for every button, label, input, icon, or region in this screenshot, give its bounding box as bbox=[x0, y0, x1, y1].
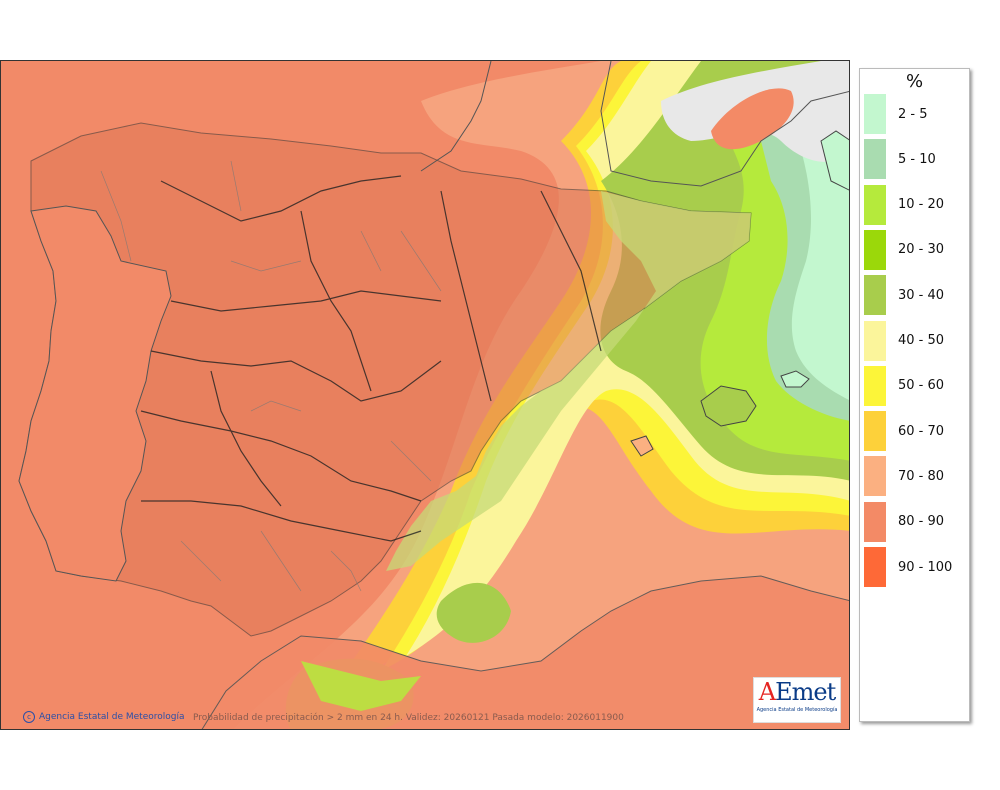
precipitation-probability-map[interactable]: c Agencia Estatal de Meteorología Probab… bbox=[0, 60, 850, 730]
legend-label: 90 - 100 bbox=[898, 559, 953, 575]
probability-band-30-40-south bbox=[436, 582, 511, 643]
legend-label: 5 - 10 bbox=[898, 151, 936, 167]
legend-item: 80 - 90 bbox=[864, 501, 945, 542]
legend-swatch bbox=[864, 184, 886, 225]
legend-label: 10 - 20 bbox=[898, 197, 945, 213]
legend-label: 2 - 5 bbox=[898, 106, 928, 122]
legend-swatch bbox=[864, 139, 886, 180]
legend-label: 70 - 80 bbox=[898, 468, 945, 484]
legend-item: 70 - 80 bbox=[864, 456, 945, 497]
legend-swatch bbox=[864, 501, 886, 542]
legend-item: 2 - 5 bbox=[864, 94, 928, 134]
legend-swatch bbox=[864, 411, 886, 452]
map-canvas bbox=[1, 61, 849, 729]
legend-item: 20 - 30 bbox=[864, 229, 945, 270]
credit-line: c Agencia Estatal de Meteorología bbox=[23, 711, 185, 723]
menorca bbox=[780, 370, 810, 388]
sardinia-corsica-edge bbox=[820, 130, 849, 191]
legend-swatch bbox=[864, 547, 886, 587]
legend-label: 30 - 40 bbox=[898, 287, 945, 303]
legend-label: 80 - 90 bbox=[898, 514, 945, 530]
legend-label: 20 - 30 bbox=[898, 242, 945, 258]
legend-label: 40 - 50 bbox=[898, 333, 945, 348]
portugal bbox=[18, 205, 172, 582]
logo-wordmark: AEmet bbox=[758, 678, 836, 706]
legend-swatch bbox=[864, 456, 886, 497]
region-borders bbox=[140, 175, 602, 542]
logo-subtitle: Agencia Estatal de Meteorología bbox=[756, 707, 838, 713]
province-borders bbox=[100, 160, 442, 592]
east-coast-lower-probability bbox=[386, 191, 751, 571]
mallorca bbox=[700, 385, 757, 427]
ibiza bbox=[630, 435, 654, 457]
legend-label: 60 - 70 bbox=[898, 423, 945, 439]
france-coastline bbox=[420, 61, 849, 187]
legend-item: 50 - 60 bbox=[864, 365, 945, 406]
legend-item: 10 - 20 bbox=[864, 184, 945, 225]
map-caption: Probabilidad de precipitación > 2 mm en … bbox=[193, 713, 624, 723]
legend-item: 5 - 10 bbox=[864, 139, 936, 180]
africa-green-patch bbox=[301, 661, 421, 711]
legend-item: 60 - 70 bbox=[864, 411, 945, 452]
legend-swatch bbox=[864, 275, 886, 316]
legend-title: % bbox=[905, 71, 924, 92]
legend-swatch bbox=[864, 229, 886, 270]
aemet-logo: AEmet Agencia Estatal de Meteorología bbox=[753, 677, 841, 723]
copyright-icon: c bbox=[23, 711, 35, 723]
legend-label: 50 - 60 bbox=[898, 378, 945, 394]
credit-text: Agencia Estatal de Meteorología bbox=[39, 712, 185, 722]
probability-band-80-90-spot bbox=[711, 88, 794, 150]
legend-swatch bbox=[864, 94, 886, 134]
legend-item: 40 - 50 bbox=[864, 320, 945, 361]
legend-swatch bbox=[864, 365, 886, 406]
legend-item: 30 - 40 bbox=[864, 275, 945, 316]
probability-legend: % 2 - 5 5 - 10 10 - 20 20 - 30 30 - 40 40 - 5… bbox=[859, 68, 970, 722]
legend-item: 90 - 100 bbox=[864, 547, 952, 587]
legend-swatch bbox=[864, 320, 886, 361]
